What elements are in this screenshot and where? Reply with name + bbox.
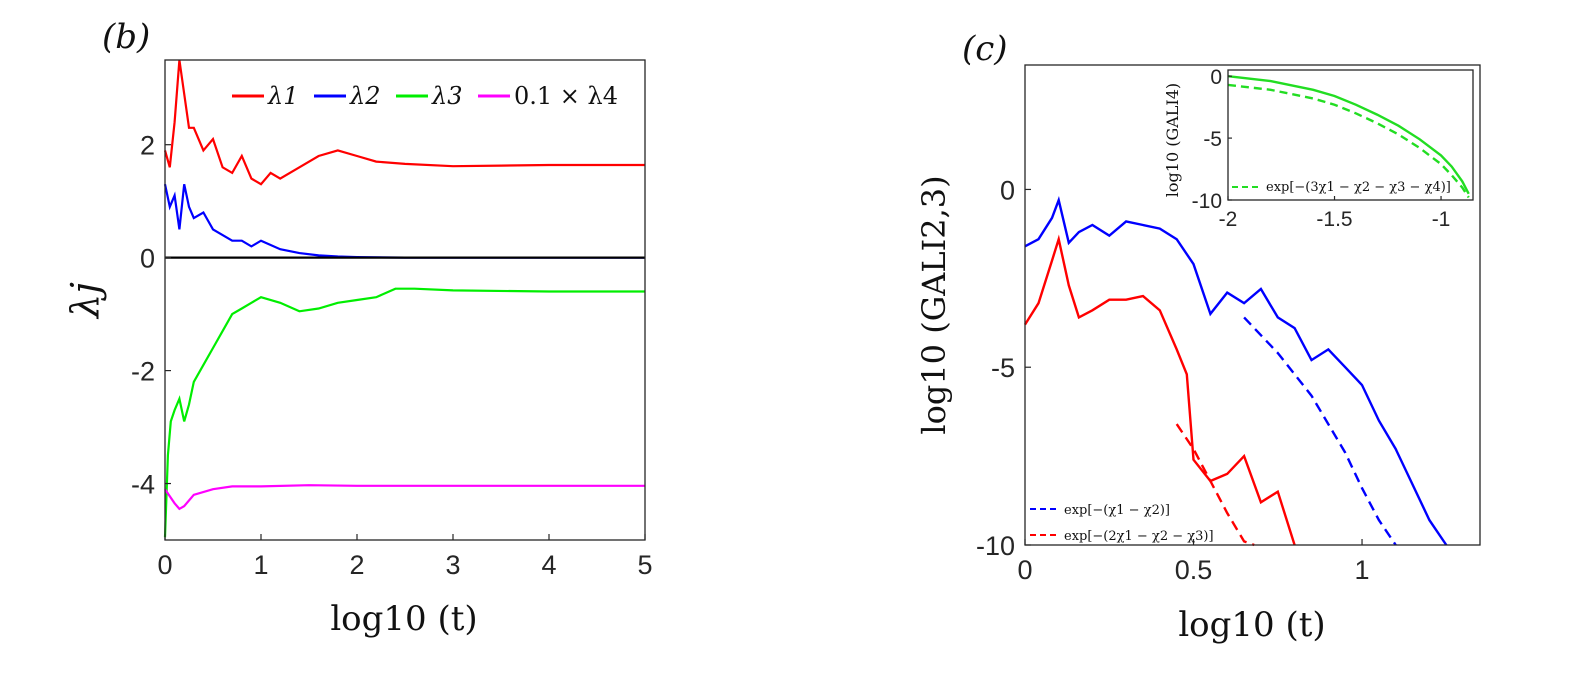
panel-b-ticks: 0 1 2 3 4 5 -4 -2 0 2 (131, 131, 653, 580)
inset-xtick-label: -1.5 (1316, 208, 1352, 231)
panel-b-series-3 (163, 287, 645, 538)
panel-b-xtick-label: 4 (541, 550, 556, 580)
panel-c-xtick-label: 0 (1017, 555, 1032, 585)
panel-b-ylabel: λj (63, 282, 107, 320)
panel-c-ytick-label: 0 (1000, 175, 1015, 205)
panel-b-xtick-label: 2 (349, 550, 364, 580)
panel-b-series-1 (163, 59, 645, 186)
panel-b-xtick-label: 0 (157, 550, 172, 580)
panel-c-series-gali3 (1023, 234, 1296, 546)
panel-b-xlabel: log10 (t) (330, 599, 477, 639)
legend-label-exp-2chi1: exp[−(2χ1 − χ2 − χ3)] (1064, 529, 1214, 544)
panel-c-ytick-label: -10 (976, 531, 1015, 561)
panel-b-xtick-label: 3 (445, 550, 460, 580)
inset-xtick-label: -2 (1219, 208, 1238, 231)
inset-ylabel: log10 (GALI4) (1163, 83, 1182, 197)
inset-legend-label: exp[−(3χ1 − χ2 − χ3 − χ4)] (1266, 180, 1451, 195)
legend-label-lambda1: λ1 (267, 82, 298, 110)
inset-axes-frame (1227, 69, 1474, 201)
panel-c-ylabel: log10 (GALI2,3) (915, 175, 953, 434)
inset-series (1227, 75, 1470, 199)
inset-ytick-label: -10 (1192, 190, 1222, 213)
panel-c-legend: exp[−(χ1 − χ2)] exp[−(2χ1 − χ2 − χ3)] (1030, 503, 1214, 544)
legend-label-lambda2: λ2 (349, 82, 380, 110)
panel-b-ytick-label: 0 (140, 244, 155, 274)
inset-ytick-label: 0 (1210, 66, 1222, 89)
panel-b-axes-frame (164, 59, 646, 541)
inset-ytick-label: -5 (1203, 128, 1222, 151)
panel-b-xtick-label: 1 (253, 550, 268, 580)
legend-label-lambda4: 0.1 × λ4 (514, 82, 618, 110)
panel-label-c: (c) (962, 29, 1008, 69)
panel-b-series (163, 59, 645, 538)
panel-c-series-exp-2-1-2-3 (1175, 423, 1255, 547)
panel-b-legend: λ1 λ2 λ3 0.1 × λ4 (232, 82, 618, 110)
panel-b-ytick-label: -2 (131, 357, 155, 387)
panel-label-b: (b) (102, 17, 150, 57)
panel-b-series-0-1-4 (164, 484, 645, 511)
legend-label-exp-chi1-chi2: exp[−(χ1 − χ2)] (1064, 503, 1170, 518)
panel-c-xlabel: log10 (t) (1178, 605, 1325, 645)
inset-background (1220, 67, 1478, 201)
panel-c-xtick-label: 0.5 (1175, 555, 1213, 585)
panel-c-axes-frame (1024, 64, 1481, 546)
panel-c-series-exp-1-2 (1243, 316, 1397, 546)
panel-b-ytick-label: -4 (131, 470, 155, 500)
panel-c: (c) 0 0.5 1-10-50 exp[−(χ1 − χ2)] exp[−(2χ… (915, 29, 1481, 645)
panel-b-series-2 (163, 183, 645, 259)
panel-c-series (1023, 195, 1448, 547)
panel-c-ticks: 0 0.5 1 -10 -5 0 (976, 175, 1370, 585)
panel-c-xtick-label: 1 (1355, 555, 1370, 585)
panel-c-series-gali2 (1024, 195, 1448, 546)
panel-c-ytick-label: -5 (991, 353, 1015, 383)
inset-series-gali4 (1227, 75, 1470, 195)
panel-c-inset: -2 -1.5 -10-5-10 exp[−(3χ1 − χ2 − χ3 − χ4)… (1163, 66, 1478, 231)
inset-series-exp-3-1-2-3-4 (1227, 83, 1470, 199)
inset-xtick-label: -1 (1432, 208, 1451, 231)
panel-b-xtick-label: 5 (637, 550, 652, 580)
panel-b: (b) 0 1 2 3 4 5 -4 -2 0 2 λ1 λ2 λ3 0.1 × λ4 log10… (63, 17, 653, 639)
legend-label-lambda3: λ3 (431, 82, 462, 110)
panel-b-ytick-label: 2 (140, 131, 155, 161)
inset-ticks: -2 -1.5 -10-5-10 (1192, 66, 1451, 231)
